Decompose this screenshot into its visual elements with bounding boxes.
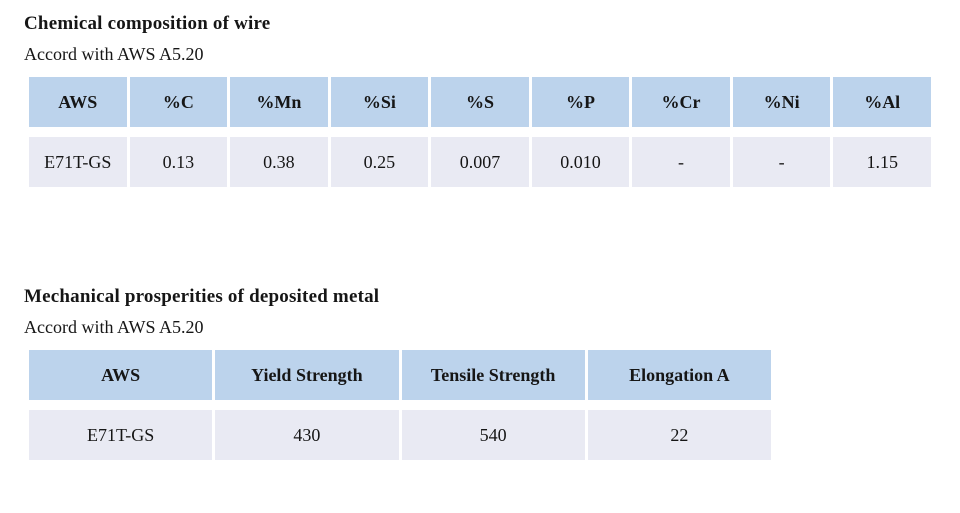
header-cell-tensile-strength: Tensile Strength — [401, 350, 585, 400]
cell-s-value: 0.007 — [431, 137, 529, 187]
cell-tensile-strength-value: 540 — [401, 410, 585, 460]
cell-mn-value: 0.38 — [230, 137, 328, 187]
mechanical-section-title: Mechanical prosperities of deposited met… — [24, 286, 380, 307]
table-row: E71T-GS 430 540 22 — [29, 410, 771, 460]
chemical-section-title: Chemical composition of wire — [24, 13, 271, 34]
cell-elongation-value: 22 — [587, 410, 771, 460]
cell-aws-value: E71T-GS — [29, 410, 213, 460]
mechanical-section-subtitle: Accord with AWS A5.20 — [24, 317, 204, 337]
cell-c-value: 0.13 — [129, 137, 228, 187]
header-cell-c: %C — [129, 77, 228, 127]
header-cell-mn: %Mn — [230, 77, 328, 127]
table-header-row: AWS %C %Mn %Si %S %P %Cr %Ni %Al — [29, 77, 931, 127]
header-cell-cr: %Cr — [632, 77, 730, 127]
header-cell-s: %S — [431, 77, 529, 127]
header-cell-aws: AWS — [29, 350, 213, 400]
cell-aws-value: E71T-GS — [29, 137, 127, 187]
cell-cr-value: - — [632, 137, 730, 187]
cell-yield-strength-value: 430 — [215, 410, 399, 460]
header-cell-aws: AWS — [29, 77, 127, 127]
table-header-row: AWS Yield Strength Tensile Strength Elon… — [29, 350, 771, 400]
mechanical-properties-section: Mechanical prosperities of deposited met… — [24, 285, 960, 470]
cell-ni-value: - — [732, 137, 831, 187]
header-cell-p: %P — [531, 77, 630, 127]
chemical-composition-section: Chemical composition of wire Accord with… — [24, 12, 960, 197]
chemical-composition-table: AWS %C %Mn %Si %S %P %Cr %Ni %Al E71T-GS… — [26, 67, 934, 197]
table-row: E71T-GS 0.13 0.38 0.25 0.007 0.010 - - 1… — [29, 137, 931, 187]
header-cell-si: %Si — [330, 77, 429, 127]
header-cell-yield-strength: Yield Strength — [215, 350, 399, 400]
header-cell-ni: %Ni — [732, 77, 831, 127]
header-cell-elongation: Elongation A — [587, 350, 771, 400]
chemical-section-subtitle: Accord with AWS A5.20 — [24, 44, 204, 64]
cell-si-value: 0.25 — [330, 137, 429, 187]
header-cell-al: %Al — [833, 77, 931, 127]
cell-p-value: 0.010 — [531, 137, 630, 187]
cell-al-value: 1.15 — [833, 137, 931, 187]
mechanical-properties-table: AWS Yield Strength Tensile Strength Elon… — [26, 340, 774, 470]
